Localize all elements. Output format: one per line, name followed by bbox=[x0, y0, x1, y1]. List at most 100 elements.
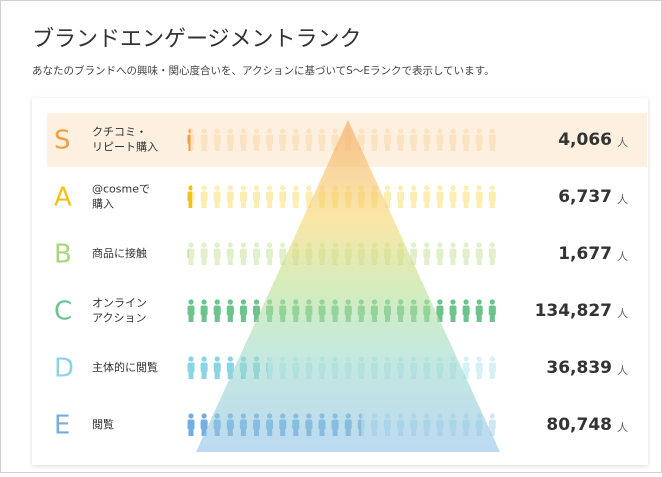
body bbox=[410, 248, 418, 259]
person-icon bbox=[253, 128, 260, 151]
legs bbox=[188, 143, 191, 151]
legs bbox=[489, 200, 495, 208]
person-icon bbox=[488, 413, 496, 436]
rank-unit: 人 bbox=[617, 421, 628, 434]
person-icon bbox=[187, 185, 192, 208]
person-icon bbox=[213, 128, 221, 151]
person-icon bbox=[187, 356, 195, 379]
rank-unit: 人 bbox=[617, 250, 628, 263]
head bbox=[214, 242, 220, 248]
person-icon bbox=[357, 128, 365, 151]
legs bbox=[398, 200, 404, 208]
legs bbox=[227, 143, 233, 151]
rank-unit: 人 bbox=[617, 136, 628, 149]
person-icon bbox=[253, 242, 260, 265]
legs bbox=[227, 200, 233, 208]
person-icon bbox=[462, 356, 470, 379]
body bbox=[200, 419, 208, 430]
rank-count: 1,677 bbox=[558, 244, 612, 264]
legs bbox=[188, 143, 194, 151]
legs bbox=[201, 200, 207, 208]
body bbox=[475, 191, 483, 202]
head bbox=[463, 242, 469, 248]
person-icon bbox=[436, 128, 444, 151]
person-icon bbox=[449, 128, 457, 151]
legs bbox=[214, 200, 220, 208]
body bbox=[292, 191, 300, 202]
head bbox=[384, 185, 391, 191]
head bbox=[240, 128, 246, 134]
body bbox=[462, 134, 470, 145]
person-icon bbox=[266, 185, 274, 208]
body bbox=[410, 134, 418, 145]
body bbox=[239, 134, 247, 145]
head bbox=[253, 185, 260, 191]
legs bbox=[437, 257, 443, 265]
body bbox=[410, 191, 418, 202]
head bbox=[253, 299, 260, 305]
body bbox=[253, 248, 260, 259]
person-icon bbox=[279, 128, 287, 151]
head bbox=[371, 128, 377, 134]
body bbox=[475, 134, 483, 145]
legs bbox=[450, 200, 456, 208]
head bbox=[463, 356, 469, 362]
legs bbox=[371, 143, 377, 151]
legs bbox=[240, 143, 246, 151]
legs bbox=[254, 257, 259, 265]
rank-count: 80,748 bbox=[546, 415, 612, 435]
body bbox=[292, 134, 300, 145]
person-icon bbox=[475, 299, 483, 322]
legs bbox=[201, 371, 207, 379]
legs bbox=[280, 143, 286, 151]
body bbox=[187, 362, 195, 373]
rank-count: 6,737 bbox=[558, 187, 612, 207]
body bbox=[213, 362, 221, 373]
body bbox=[370, 134, 378, 145]
legs bbox=[476, 200, 482, 208]
body bbox=[239, 191, 247, 202]
body bbox=[266, 134, 274, 145]
legs bbox=[280, 257, 286, 265]
body bbox=[397, 134, 405, 145]
pyramid bbox=[196, 120, 500, 452]
head bbox=[463, 299, 469, 305]
head bbox=[450, 128, 456, 134]
person-icon bbox=[397, 128, 405, 151]
body bbox=[200, 248, 208, 259]
person-icon bbox=[200, 413, 208, 436]
legs bbox=[293, 143, 299, 151]
body bbox=[187, 134, 191, 145]
head bbox=[293, 128, 299, 134]
person-icon bbox=[226, 128, 234, 151]
legs bbox=[489, 371, 495, 379]
body bbox=[462, 191, 470, 202]
body bbox=[200, 191, 208, 202]
body bbox=[384, 134, 391, 145]
body bbox=[436, 305, 444, 316]
body bbox=[436, 248, 444, 259]
person-icon bbox=[213, 242, 221, 265]
head bbox=[188, 185, 192, 191]
legs bbox=[398, 143, 404, 151]
title: ブランドエンゲージメントランク bbox=[32, 27, 362, 52]
legs bbox=[227, 257, 233, 265]
legs bbox=[463, 143, 469, 151]
head bbox=[489, 185, 495, 191]
head bbox=[476, 242, 482, 248]
head bbox=[489, 299, 495, 305]
legs bbox=[188, 428, 194, 436]
rank-unit: 人 bbox=[617, 307, 628, 320]
body bbox=[488, 419, 496, 430]
head bbox=[437, 185, 443, 191]
body bbox=[226, 191, 234, 202]
head bbox=[240, 299, 246, 305]
rank-label: オンライン bbox=[92, 297, 147, 310]
legs bbox=[254, 200, 259, 208]
legs bbox=[437, 314, 443, 322]
body bbox=[200, 134, 208, 145]
legs bbox=[424, 200, 430, 208]
legs bbox=[214, 257, 220, 265]
head bbox=[201, 128, 207, 134]
